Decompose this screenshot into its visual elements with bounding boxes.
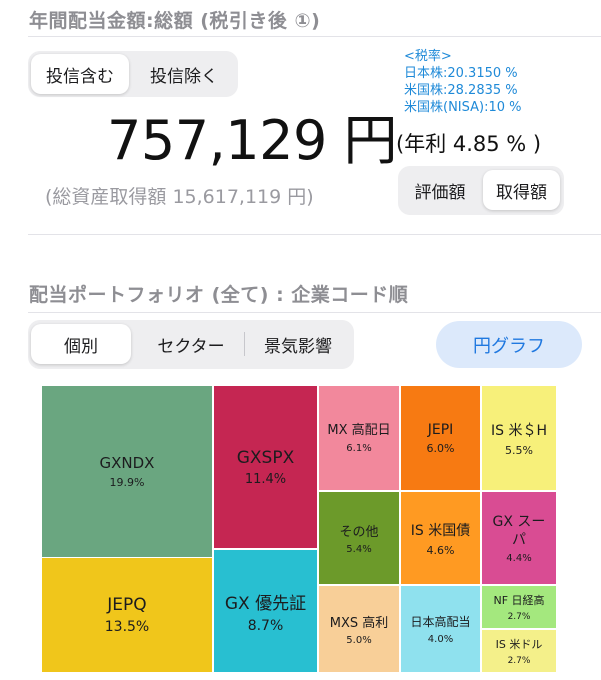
portfolio-title: 配当ポートフォリオ (全て) : 企業コード順 [29, 284, 409, 306]
acquisition-value-button[interactable]: 取得額 [483, 170, 560, 210]
divider [28, 36, 601, 37]
basis-toggle: 評価額 取得額 [398, 166, 564, 215]
treemap-tile[interactable]: MX 高配日 6.1% [319, 386, 399, 490]
trust-toggle: 投信含む 投信除く [28, 51, 238, 97]
treemap-tile-percent: 5.5% [505, 443, 533, 457]
market-value-button[interactable]: 評価額 [414, 182, 466, 203]
treemap-tile-name: MXS 高利 [329, 616, 389, 631]
tab-sector[interactable]: セクター [157, 336, 225, 357]
tab-economic-impact[interactable]: 景気影響 [264, 336, 332, 357]
treemap-tile[interactable]: NF 日経高 2.7% [482, 586, 556, 628]
treemap-tile-name: JEPQ [107, 595, 147, 615]
treemap-tile-percent: 13.5% [104, 619, 150, 635]
treemap-tile-percent: 2.7% [507, 612, 531, 622]
treemap-tile-percent: 2.7% [507, 656, 531, 666]
treemap-tile-percent: 6.1% [346, 443, 372, 454]
treemap-tile[interactable]: IS 米＄H 5.5% [482, 386, 556, 490]
treemap-tile-name: JEPI [427, 421, 454, 438]
divider [28, 234, 601, 235]
treemap-tile[interactable]: 日本高配当 4.0% [401, 586, 480, 672]
treemap-tile[interactable]: GX 優先証 8.7% [214, 550, 317, 672]
treemap-tile-name: MX 高配日 [327, 423, 391, 438]
treemap-tile-percent: 11.4% [244, 471, 287, 487]
total-dividend: 757,129 円 [107, 109, 397, 172]
treemap-tile-percent: 4.6% [426, 543, 455, 557]
view-tabs: 個別 セクター 景気影響 [28, 320, 354, 369]
treemap-tile[interactable]: IS 米ドル 2.7% [482, 630, 556, 672]
treemap-tile-percent: 6.0% [426, 441, 455, 455]
exclude-trust-button[interactable]: 投信除く [150, 66, 218, 87]
tax-rate-heading: <税率> [404, 49, 452, 64]
acquisition-cost: (総資産取得額 15,617,119 円) [45, 186, 314, 208]
treemap-tile-name: GX スーパ [492, 513, 546, 548]
treemap-tile-name: その他 [339, 525, 379, 540]
treemap-tile-name: IS 米ドル [495, 638, 543, 651]
treemap-tile[interactable]: IS 米国債 4.6% [401, 492, 480, 584]
treemap-tile[interactable]: GX スーパ 4.4% [482, 492, 556, 584]
treemap-tile[interactable]: GXNDX 19.9% [42, 386, 212, 557]
treemap-tile[interactable]: GXSPX 11.4% [214, 386, 317, 548]
tax-rate-us-nisa: 米国株(NISA):10 % [404, 100, 522, 115]
annual-yield: (年利 4.85 % ) [396, 132, 542, 156]
tax-rate-us: 米国株:28.2835 % [404, 83, 518, 98]
tab-separator [244, 332, 245, 356]
treemap-tile[interactable]: JEPI 6.0% [401, 386, 480, 490]
treemap-tile-percent: 5.4% [346, 544, 372, 555]
treemap-tile-percent: 4.4% [506, 552, 532, 564]
treemap-tile-name: IS 米国債 [410, 522, 471, 539]
treemap-tile[interactable]: JEPQ 13.5% [42, 558, 212, 672]
treemap-tile-percent: 4.0% [427, 633, 454, 645]
tax-rate-jp: 日本株:20.3150 % [404, 66, 518, 81]
treemap-tile-name: 日本高配当 [410, 614, 471, 629]
treemap-tile-name: GX 優先証 [224, 593, 307, 614]
treemap-tile-name: NF 日経高 [493, 594, 545, 607]
page-title: 年間配当金額:総額 (税引き後 ①) [29, 10, 321, 32]
treemap-tile-percent: 8.7% [247, 617, 284, 634]
treemap-tile[interactable]: MXS 高利 5.0% [319, 586, 399, 672]
treemap-tile-percent: 5.0% [346, 635, 372, 646]
divider [28, 312, 601, 313]
treemap-tile-name: GXNDX [99, 454, 155, 472]
tab-individual[interactable]: 個別 [31, 324, 131, 364]
treemap-tile[interactable]: その他 5.4% [319, 492, 399, 584]
treemap-tile-name: GXSPX [236, 447, 295, 468]
treemap-tile-name: IS 米＄H [491, 422, 547, 439]
include-trust-button[interactable]: 投信含む [31, 54, 129, 94]
pie-chart-button[interactable]: 円グラフ [436, 321, 582, 368]
treemap-tile-percent: 19.9% [109, 476, 145, 489]
